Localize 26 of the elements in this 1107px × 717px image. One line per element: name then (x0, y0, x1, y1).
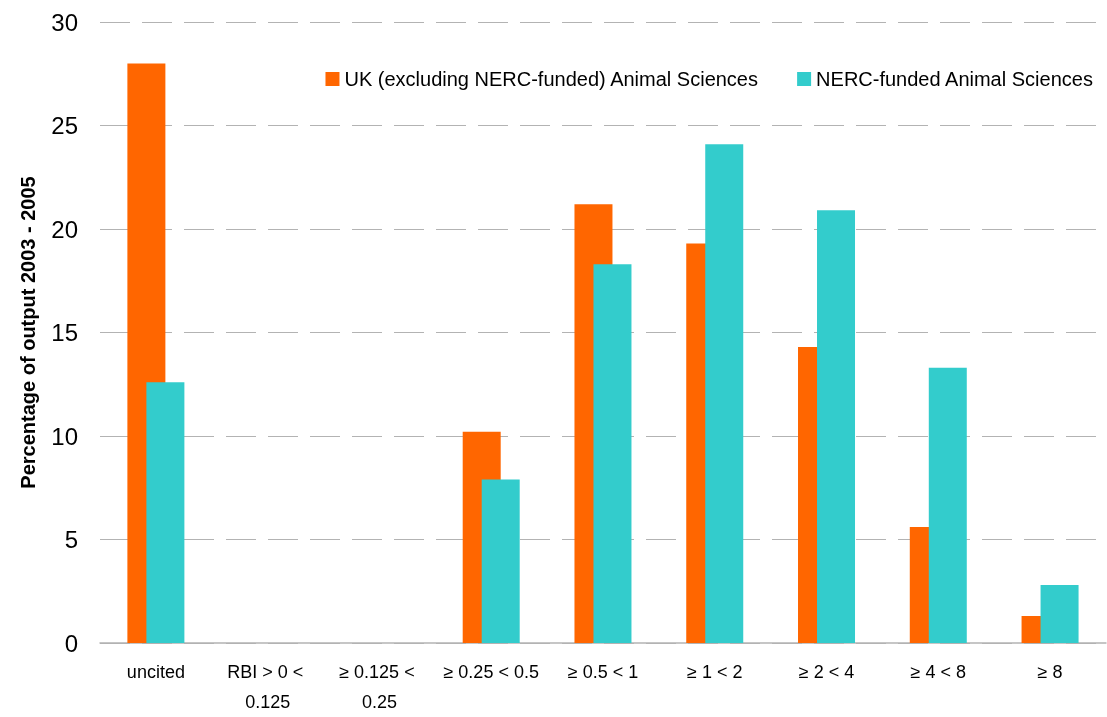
y-tick-label: 5 (64, 526, 78, 553)
bar (928, 367, 967, 643)
y-tick-label: 25 (51, 112, 78, 139)
bar (146, 382, 185, 643)
x-tick-label: ≥ 1 < 2 (687, 662, 743, 682)
bar (481, 479, 520, 643)
y-tick-label: 20 (51, 215, 78, 243)
legend-label: NERC-funded Animal Sciences (816, 68, 1093, 90)
legend-label: UK (excluding NERC-funded) Animal Sciences (344, 68, 758, 90)
x-tick-label: ≥ 0.5 < 1 (567, 662, 639, 682)
bar (593, 264, 632, 643)
bar (705, 144, 744, 643)
x-tick-label: ≥ 0.25 < 0.5 (443, 662, 539, 682)
x-tick-label: ≥ 2 < 4 (798, 662, 855, 682)
y-tick-label: 15 (51, 319, 78, 346)
x-tick-label: ≥ 0.125 < 0.25 (339, 662, 420, 712)
bar (817, 210, 856, 643)
x-tick-label: ≥ 4 < 8 (910, 662, 966, 682)
y-tick-label: 10 (51, 422, 78, 450)
y-tick-label: 0 (64, 629, 78, 657)
y-tick-label: 30 (51, 8, 78, 36)
x-tick-label: RBI > 0 < 0.125 (227, 662, 309, 712)
x-tick-label: ≥ 8 (1037, 662, 1063, 682)
x-tick-label: uncited (126, 662, 185, 682)
bar (1040, 585, 1079, 643)
y-axis-title: Percentage of output 2003 - 2005 (17, 176, 39, 489)
